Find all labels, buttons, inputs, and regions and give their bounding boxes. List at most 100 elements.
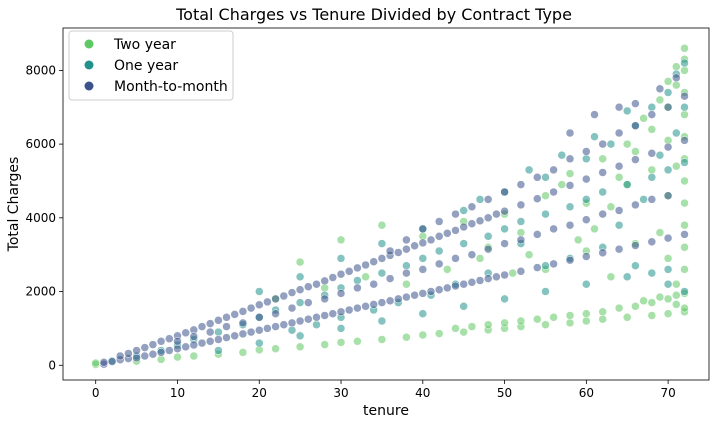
data-point xyxy=(680,303,689,313)
data-point xyxy=(606,139,616,149)
data-point xyxy=(614,244,624,254)
data-point xyxy=(541,209,550,219)
data-point xyxy=(402,244,411,254)
data-point xyxy=(647,165,657,175)
data-point xyxy=(361,260,370,270)
data-point xyxy=(582,154,591,164)
data-point xyxy=(672,62,681,71)
data-point xyxy=(197,322,207,331)
data-point xyxy=(336,235,346,245)
data-point xyxy=(533,194,542,203)
data-point xyxy=(222,322,231,331)
data-point xyxy=(639,296,648,306)
data-point xyxy=(492,209,501,219)
data-point xyxy=(205,327,215,337)
data-point xyxy=(598,248,607,258)
data-point xyxy=(541,191,550,200)
data-point xyxy=(214,316,223,325)
data-point xyxy=(255,300,264,310)
data-point xyxy=(541,261,550,270)
data-point xyxy=(647,237,657,247)
data-point xyxy=(230,331,239,341)
data-point xyxy=(680,176,689,186)
data-point xyxy=(312,320,321,329)
x-axis: 0 10 20 30 40 50 60 70 xyxy=(92,380,676,400)
data-point xyxy=(418,330,428,340)
data-point xyxy=(173,344,182,353)
data-point xyxy=(680,136,689,145)
data-point xyxy=(549,187,558,197)
data-point xyxy=(287,325,297,335)
data-point xyxy=(107,357,117,366)
data-point xyxy=(165,334,174,343)
data-point xyxy=(140,351,150,361)
data-point xyxy=(459,327,468,337)
data-point xyxy=(655,95,665,105)
data-point xyxy=(631,200,640,210)
data-point xyxy=(549,259,558,269)
data-point xyxy=(516,267,526,276)
y-tick-label: 0 xyxy=(48,358,56,372)
data-point xyxy=(647,311,657,320)
data-point xyxy=(663,294,673,304)
data-point xyxy=(614,173,624,182)
data-point xyxy=(238,329,248,339)
data-point xyxy=(500,270,509,280)
data-point xyxy=(516,180,526,189)
data-point xyxy=(377,268,387,278)
data-point xyxy=(467,202,477,212)
data-point xyxy=(377,298,387,307)
data-point xyxy=(312,313,321,322)
data-point xyxy=(467,322,477,331)
data-point xyxy=(475,216,485,226)
data-point xyxy=(238,348,248,357)
data-point xyxy=(402,332,411,342)
data-point xyxy=(328,309,338,318)
data-point xyxy=(582,279,591,289)
data-point xyxy=(451,209,460,219)
data-point xyxy=(402,292,411,302)
legend: Two year One year Month-to-month xyxy=(68,30,234,101)
data-point xyxy=(565,220,575,230)
data-point xyxy=(475,195,485,204)
data-point xyxy=(541,287,550,296)
data-point xyxy=(582,215,591,224)
data-point xyxy=(516,200,526,210)
data-point xyxy=(663,77,673,86)
data-point xyxy=(255,338,264,348)
data-point xyxy=(418,254,428,263)
data-point xyxy=(410,290,419,300)
data-point xyxy=(418,238,428,248)
data-point xyxy=(287,303,297,313)
data-point xyxy=(582,147,591,156)
data-point xyxy=(590,224,599,234)
data-point xyxy=(614,161,624,171)
data-point xyxy=(483,195,493,204)
data-point xyxy=(557,150,567,160)
data-point xyxy=(663,279,673,289)
data-point xyxy=(377,239,387,248)
data-point xyxy=(516,235,526,245)
data-point xyxy=(639,195,648,204)
data-point xyxy=(189,340,199,350)
data-point xyxy=(385,246,395,256)
data-point xyxy=(655,84,665,94)
data-point xyxy=(598,139,607,149)
data-point xyxy=(205,319,215,328)
data-point xyxy=(680,230,689,239)
data-point xyxy=(410,241,419,251)
data-point xyxy=(451,226,460,235)
data-point xyxy=(631,241,640,250)
y-tick-label: 8000 xyxy=(25,63,56,77)
data-point xyxy=(483,232,493,241)
data-point xyxy=(672,279,681,289)
x-tick-label: 10 xyxy=(170,386,185,400)
data-point xyxy=(475,276,485,285)
data-point xyxy=(492,272,501,282)
data-point xyxy=(377,335,387,344)
data-point xyxy=(222,333,231,342)
data-point xyxy=(214,346,223,355)
data-point xyxy=(533,230,542,239)
data-point xyxy=(647,149,657,158)
data-point xyxy=(336,338,346,347)
